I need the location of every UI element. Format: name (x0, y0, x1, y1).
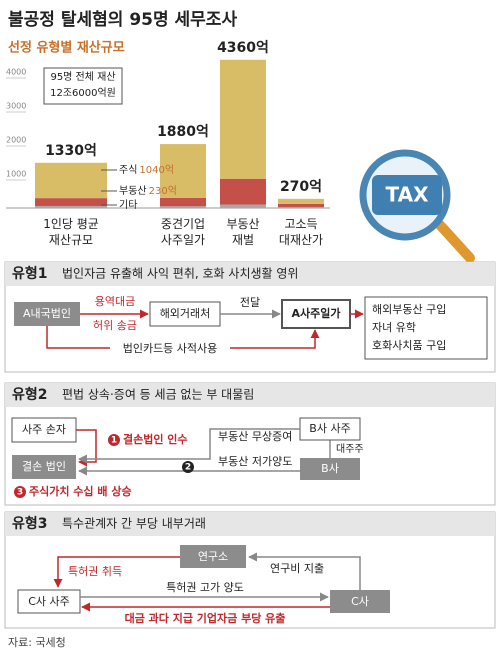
bar-segment (278, 203, 324, 207)
y-tick-label: 1000 (6, 170, 26, 179)
section-desc: 특수관계자 간 부당 내부거래 (62, 517, 206, 531)
step-number: 1 (111, 436, 117, 446)
edge-label: 법인카드등 사적사용 (123, 342, 218, 355)
legend-label: 기타 (119, 199, 137, 211)
total-label: 4360억 (217, 40, 269, 56)
node (300, 458, 360, 480)
bar-segment (35, 162, 107, 199)
edge-label: 특허권 취득 (68, 565, 122, 578)
edge-label: 주식가치 수십 배 상승 (29, 484, 132, 498)
edge-label: 대주주 (336, 443, 364, 455)
node-label: 결손 법인 (22, 460, 66, 473)
use-box (364, 296, 488, 360)
section-tag: 유형3 (12, 515, 48, 532)
node (330, 590, 390, 613)
section-header (5, 512, 495, 536)
edge-label: 전달 (240, 296, 260, 309)
arrow (76, 429, 97, 467)
legend-label: 부동산 (119, 185, 147, 197)
node-label: C사 (351, 595, 369, 608)
node-label: C사 사주 (28, 595, 70, 608)
legend-label: 주식 (119, 164, 137, 176)
x-tick-label: 고소득 대재산가 (278, 217, 324, 247)
total-label: 1880억 (157, 124, 209, 140)
node-label: 해외거래처 (160, 306, 211, 320)
y-tick-label: 2000 (6, 136, 26, 145)
value-label: 230억 (149, 185, 177, 197)
edge-label: 대금 과다 지급 기업자금 부당 유출 (125, 611, 286, 625)
bar-segment (220, 178, 266, 205)
y-tick-label: 4000 (6, 68, 26, 77)
bar-segment (220, 59, 266, 179)
node-label: 사주 손자 (22, 423, 66, 436)
arrow (78, 428, 300, 464)
edge-label: 특허권 고가 양도 (166, 581, 244, 594)
step-badge (182, 461, 194, 473)
node (17, 589, 81, 614)
edge-label: 용역대금 (95, 295, 135, 308)
icon-text: TAX (386, 183, 430, 207)
edge-label: 허위 송금 (93, 319, 137, 332)
bar-segment (35, 205, 107, 208)
step-number: 3 (17, 488, 23, 498)
source: 자료: 국세청 (8, 636, 66, 649)
total-label: 270억 (280, 179, 322, 195)
use: 자녀 유학 (372, 321, 416, 334)
use: 호화사치품 구입 (372, 339, 446, 352)
edge-label: 연구비 지출 (270, 562, 324, 575)
x-tick-label: 1인당 평균 재산규모 (43, 217, 99, 247)
node (14, 302, 80, 326)
node-label: B사 (321, 462, 339, 475)
step-badge (14, 486, 26, 498)
total-label: 1330억 (45, 143, 97, 159)
annotation: 95명 전체 재산 12조6000억원 (50, 72, 116, 99)
bar-chart: 1000 2000 3000 4000 1330억 1880억 4360억 270억 주식 104… (6, 40, 330, 211)
bar-segment (160, 197, 206, 207)
arrow (53, 556, 180, 588)
bar-segment (35, 198, 107, 206)
section-header (5, 262, 495, 286)
node (11, 417, 77, 443)
bar-segment (160, 206, 206, 208)
node (180, 545, 246, 568)
bar-segment (278, 206, 324, 208)
value-label: 1040억 (139, 164, 174, 176)
node-label: B사 사주 (309, 422, 350, 435)
section-header (5, 383, 495, 407)
use: 해외부동산 구입 (372, 302, 446, 316)
subtitle: 선정 유형별 재산규모 (8, 40, 125, 56)
x-tick-label: 중견기업 사주일가 (160, 217, 206, 247)
section-desc: 편법 상속·증여 등 세금 없는 부 대물림 (62, 388, 254, 402)
node-label: A사주일가 (292, 306, 341, 320)
step-badge (108, 434, 120, 446)
x-tick-label: 부동산 재벌 (226, 217, 260, 247)
node (149, 301, 221, 327)
edge-label: 부동산 무상증여 (218, 430, 292, 443)
edge-label: 결손법인 인수 (123, 432, 188, 446)
bar-segment (160, 144, 206, 198)
arrow (248, 552, 361, 590)
tax-icon: TAX (359, 149, 475, 263)
section-tag: 유형2 (12, 386, 48, 403)
node-label: 연구소 (198, 550, 228, 563)
bar-segment (278, 198, 324, 204)
step-number: 2 (185, 463, 191, 473)
label-bg (110, 342, 230, 355)
bar-segment (220, 204, 266, 208)
edge-label: 부동산 저가양도 (218, 455, 292, 468)
section-tag: 유형1 (12, 265, 48, 282)
y-tick-label: 3000 (6, 102, 26, 111)
node (12, 455, 76, 479)
annotation-box (43, 67, 123, 105)
node-label: A내국법인 (23, 307, 71, 320)
section-desc: 법인자금 유출해 사익 편취, 호화 사치생활 영위 (62, 267, 298, 281)
title: 불공정 탈세혐의 95명 세무조사 (8, 9, 237, 30)
node (281, 299, 351, 329)
